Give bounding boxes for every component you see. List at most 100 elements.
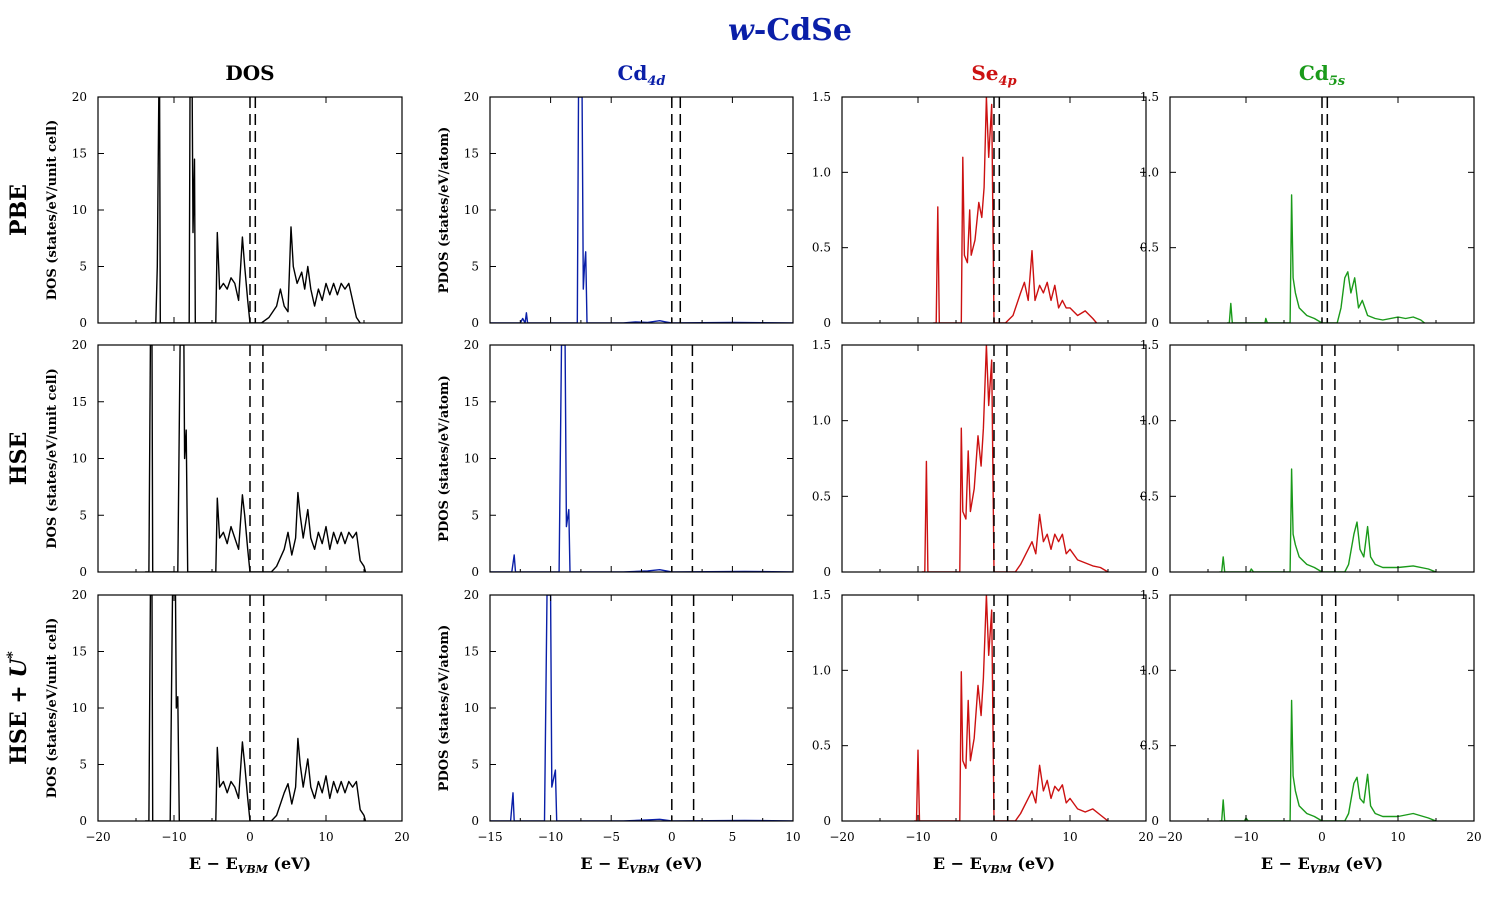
panel-cd5s-hse: 0 0.5 1.0 1.5 [1140,338,1475,579]
y-tick-label: 15 [464,645,479,659]
x-tick-label: −15 [477,830,502,844]
x-axis-label-post: (eV) [1340,854,1383,873]
series-line [1219,699,1437,821]
y-tick-label: 1.0 [812,165,831,179]
y-tick-label: 0.5 [812,241,831,255]
x-axis-label: E − EVBM (eV) [1261,854,1383,876]
x-axis-label: E − EVBM (eV) [933,854,1055,876]
row-label-text: PBE [6,184,32,236]
panel-cd5s-hseu: 0 0.5 1.0 1.5 −20 −10 0 10 20 E − EVBM (eV) [1140,588,1482,876]
series-line [921,345,1109,572]
y-tick-label: 1.0 [812,663,831,677]
figure-title-suffix: -CdSe [754,13,852,48]
x-axis-label-post: (eV) [659,854,702,873]
column-title-dos: DOS [225,61,274,85]
y-tick-label: 20 [464,90,479,104]
y-tick-label: 1.0 [1140,165,1159,179]
row-label-hseu: HSE + U* [5,650,32,764]
column-title-base: Cd [617,61,647,85]
series-line [1219,468,1437,572]
x-axis-label-pre: E − E [933,854,982,873]
row-label-hse: HSE [6,432,32,485]
x-tick-label: 10 [318,830,333,844]
x-tick-label: 0 [990,830,998,844]
y-tick-label: 0.5 [1140,489,1159,503]
row-label-star: * [5,650,21,658]
y-tick-label: 1.0 [1140,414,1159,428]
y-tick-label: 15 [72,645,87,659]
y-tick-label: 0.5 [1140,739,1159,753]
y-tick-label: 1.5 [1140,338,1159,352]
panel-dos-hseu: 0 5 10 15 20 DOS (states/eV/unit cell) −20 −10 0… [45,588,410,876]
y-tick-label: 1.5 [1140,90,1159,104]
y-tick-label: 1.5 [812,90,831,104]
y-tick-label: 1.5 [812,588,831,602]
x-axis-label-sub: VBM [982,863,1013,876]
series-line [145,595,367,821]
x-axis-label-sub: VBM [238,863,269,876]
y-tick-label: 10 [464,452,479,466]
x-axis-label-sub: VBM [1310,863,1341,876]
x-tick-label: 20 [1466,830,1481,844]
x-tick-label: −20 [1157,830,1182,844]
column-title-sub: 4p [999,74,1017,89]
y-tick-label: 10 [72,203,87,217]
y-tick-label: 5 [79,758,87,772]
y-tick-label: 5 [79,260,87,274]
y-axis-label: DOS (states/eV/unit cell) [45,618,60,798]
y-tick-label: 0.5 [812,739,831,753]
panel-cd5s-pbe: 0 0.5 1.0 1.5 [1140,90,1475,330]
y-tick-label: 0.5 [1140,241,1159,255]
y-tick-label: 10 [464,203,479,217]
x-tick-label: 20 [394,830,409,844]
y-tick-label: 1.0 [1140,663,1159,677]
x-axis-label: E − EVBM (eV) [189,854,311,876]
panels: 0 5 10 15 20 DOS (states/eV/unit cell) 0 5 10 15 2… [45,90,1482,876]
x-tick-label: −5 [602,830,620,844]
x-tick-label: −10 [1233,830,1258,844]
panel-dos-hse: 0 5 10 15 20 DOS (states/eV/unit cell) [45,338,403,579]
row-label-text: HSE [6,432,32,485]
row-label-pbe: PBE [6,184,32,236]
y-tick-label: 15 [72,147,87,161]
y-axis-label: PDOS (states/eV/atom) [437,375,452,542]
x-tick-label: −20 [85,830,110,844]
figure-title: w-CdSe [728,13,852,48]
x-tick-label: 0 [1318,830,1326,844]
y-axis-label: DOS (states/eV/unit cell) [45,120,60,300]
row-label-u: U [6,657,32,678]
x-tick-label: 20 [1138,830,1153,844]
y-tick-label: 1.5 [1140,588,1159,602]
y-tick-label: 0 [823,814,831,828]
x-tick-label: −10 [905,830,930,844]
y-tick-label: 0 [79,565,87,579]
series-line [490,97,793,323]
y-tick-label: 0 [1151,316,1159,330]
series-line [151,97,361,323]
y-tick-label: 15 [464,395,479,409]
panel-frame [489,344,794,573]
panel-cd4d-pbe: 0 5 10 15 20 PDOS (states/eV/atom) [437,90,794,330]
y-tick-label: 5 [471,508,479,522]
y-tick-label: 20 [464,588,479,602]
x-axis-label-post: (eV) [1012,854,1055,873]
panel-dos-pbe: 0 5 10 15 20 DOS (states/eV/unit cell) [45,90,403,330]
y-tick-label: 10 [72,701,87,715]
y-axis-label: PDOS (states/eV/atom) [437,127,452,294]
y-axis-label: DOS (states/eV/unit cell) [45,368,60,548]
y-tick-label: 10 [72,452,87,466]
column-title-base: DOS [225,61,274,85]
y-tick-label: 0 [823,316,831,330]
panel-frame [489,594,794,822]
y-tick-label: 0 [79,316,87,330]
panel-frame [489,96,794,324]
y-tick-label: 1.0 [812,414,831,428]
y-tick-label: 20 [72,338,87,352]
y-tick-label: 5 [471,260,479,274]
column-title-sub: 4d [647,74,665,89]
series-line [914,595,1109,821]
series-line [933,97,1098,323]
y-tick-label: 0 [1151,814,1159,828]
y-tick-label: 20 [72,90,87,104]
